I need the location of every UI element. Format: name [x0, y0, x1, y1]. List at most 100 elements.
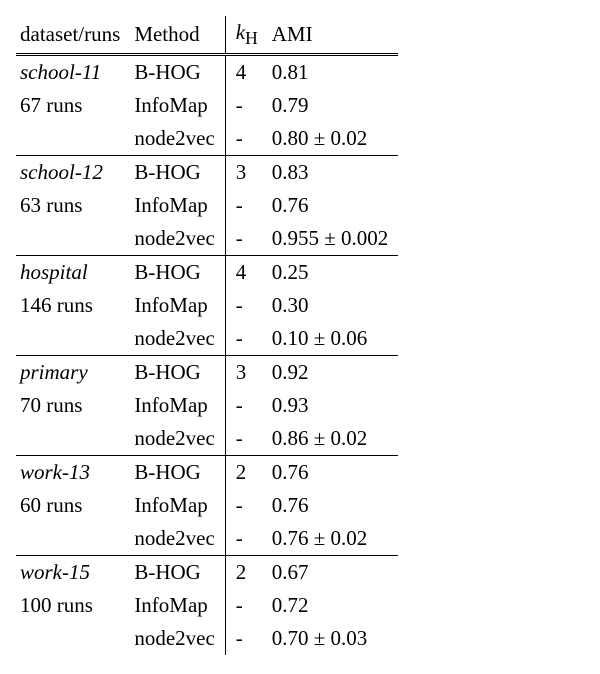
cell-ami: 0.76: [268, 456, 399, 490]
results-table: dataset/runs Method kH AMI school-11 B-HO…: [16, 16, 398, 655]
cell-method: B-HOG: [130, 556, 225, 590]
cell-method: B-HOG: [130, 456, 225, 490]
cell-method: B-HOG: [130, 256, 225, 290]
cell-method: node2vec: [130, 422, 225, 456]
cell-ami: 0.76: [268, 489, 399, 522]
cell-ami: 0.67: [268, 556, 399, 590]
cell-method: node2vec: [130, 322, 225, 356]
cell-k: -: [225, 122, 267, 156]
cell-k: -: [225, 422, 267, 456]
cell-k: -: [225, 522, 267, 556]
table-row: node2vec-0.955 ± 0.002: [16, 222, 398, 256]
cell-ami: 0.79: [268, 89, 399, 122]
table-row: work-13 B-HOG20.76: [16, 456, 398, 490]
cell-dataset: 70 runs: [16, 389, 130, 422]
dataset-name: school-12: [20, 160, 103, 184]
cell-method: B-HOG: [130, 55, 225, 90]
cell-dataset: work-15: [16, 556, 130, 590]
dataset-name: hospital: [20, 260, 88, 284]
cell-k: -: [225, 389, 267, 422]
dataset-name: primary: [20, 360, 88, 384]
cell-dataset: [16, 422, 130, 456]
cell-k: -: [225, 489, 267, 522]
cell-ami: 0.86 ± 0.02: [268, 422, 399, 456]
cell-k: -: [225, 89, 267, 122]
cell-ami: 0.955 ± 0.002: [268, 222, 399, 256]
cell-k: -: [225, 222, 267, 256]
cell-k: -: [225, 589, 267, 622]
cell-dataset: work-13: [16, 456, 130, 490]
cell-ami: 0.93: [268, 389, 399, 422]
cell-dataset: 100 runs: [16, 589, 130, 622]
cell-k: -: [225, 189, 267, 222]
cell-ami: 0.70 ± 0.03: [268, 622, 399, 655]
cell-dataset: 146 runs: [16, 289, 130, 322]
cell-method: B-HOG: [130, 156, 225, 190]
cell-method: B-HOG: [130, 356, 225, 390]
cell-method: InfoMap: [130, 189, 225, 222]
cell-method: node2vec: [130, 522, 225, 556]
table-row: node2vec-0.76 ± 0.02: [16, 522, 398, 556]
cell-ami: 0.30: [268, 289, 399, 322]
cell-method: InfoMap: [130, 289, 225, 322]
cell-k: -: [225, 322, 267, 356]
table-row: node2vec-0.10 ± 0.06: [16, 322, 398, 356]
cell-dataset: hospital: [16, 256, 130, 290]
cell-ami: 0.83: [268, 156, 399, 190]
cell-ami: 0.92: [268, 356, 399, 390]
table-header-row: dataset/runs Method kH AMI: [16, 16, 398, 55]
table-row: node2vec-0.86 ± 0.02: [16, 422, 398, 456]
cell-method: InfoMap: [130, 89, 225, 122]
cell-method: InfoMap: [130, 389, 225, 422]
cell-dataset: [16, 322, 130, 356]
cell-dataset: [16, 122, 130, 156]
table-row: hospital B-HOG40.25: [16, 256, 398, 290]
cell-dataset: [16, 222, 130, 256]
cell-ami: 0.76 ± 0.02: [268, 522, 399, 556]
table-row: 67 runsInfoMap-0.79: [16, 89, 398, 122]
table-row: 60 runsInfoMap-0.76: [16, 489, 398, 522]
k-prefix: k: [236, 20, 245, 44]
dataset-name: work-15: [20, 560, 90, 584]
cell-dataset: [16, 522, 130, 556]
cell-ami: 0.80 ± 0.02: [268, 122, 399, 156]
cell-dataset: school-12: [16, 156, 130, 190]
cell-k: 4: [225, 256, 267, 290]
cell-dataset: 60 runs: [16, 489, 130, 522]
cell-ami: 0.76: [268, 189, 399, 222]
cell-ami: 0.25: [268, 256, 399, 290]
cell-dataset: 63 runs: [16, 189, 130, 222]
cell-method: node2vec: [130, 122, 225, 156]
cell-k: 4: [225, 55, 267, 90]
table-body: school-11B-HOG40.8167 runsInfoMap-0.79no…: [16, 55, 398, 656]
cell-ami: 0.81: [268, 55, 399, 90]
cell-k: -: [225, 622, 267, 655]
col-header-k: kH: [225, 16, 267, 55]
cell-method: InfoMap: [130, 589, 225, 622]
cell-k: 3: [225, 156, 267, 190]
table-row: 63 runsInfoMap-0.76: [16, 189, 398, 222]
dataset-name: work-13: [20, 460, 90, 484]
cell-method: node2vec: [130, 622, 225, 655]
cell-dataset: [16, 622, 130, 655]
cell-k: -: [225, 289, 267, 322]
dataset-name: school-11: [20, 60, 101, 84]
col-header-dataset: dataset/runs: [16, 16, 130, 55]
table-row: school-12 B-HOG30.83: [16, 156, 398, 190]
cell-k: 2: [225, 556, 267, 590]
k-sub: H: [245, 28, 258, 48]
table-row: node2vec-0.70 ± 0.03: [16, 622, 398, 655]
cell-ami: 0.72: [268, 589, 399, 622]
table-row: school-11 B-HOG40.81: [16, 55, 398, 90]
cell-method: node2vec: [130, 222, 225, 256]
table-row: work-15 B-HOG20.67: [16, 556, 398, 590]
col-header-method: Method: [130, 16, 225, 55]
table-row: 70 runsInfoMap-0.93: [16, 389, 398, 422]
cell-k: 3: [225, 356, 267, 390]
cell-ami: 0.10 ± 0.06: [268, 322, 399, 356]
col-header-ami: AMI: [268, 16, 399, 55]
table-row: 146 runsInfoMap-0.30: [16, 289, 398, 322]
table-row: primary B-HOG30.92: [16, 356, 398, 390]
cell-dataset: 67 runs: [16, 89, 130, 122]
cell-k: 2: [225, 456, 267, 490]
